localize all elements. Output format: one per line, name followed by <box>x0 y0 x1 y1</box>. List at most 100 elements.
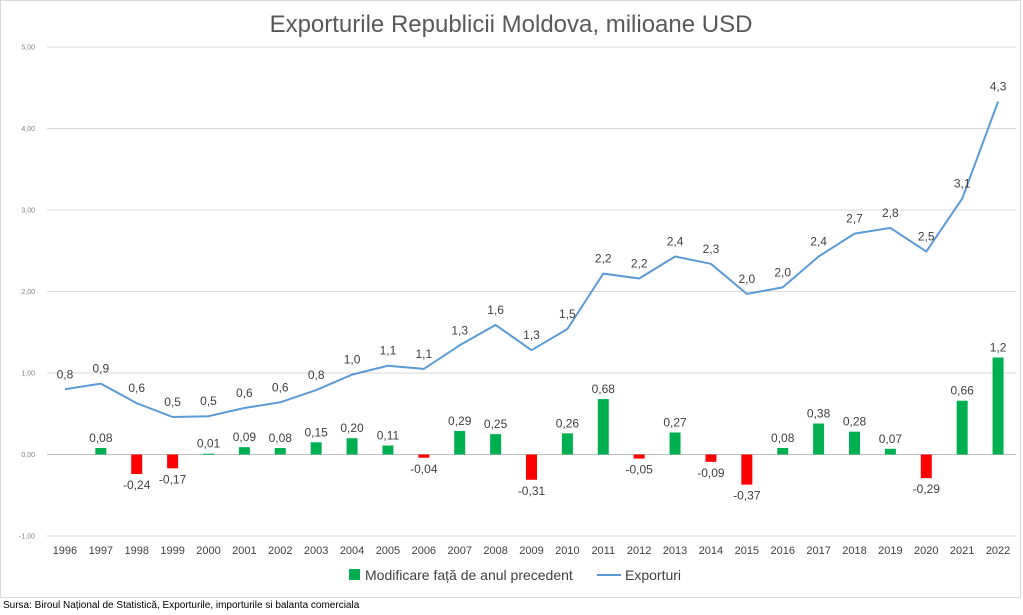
line-label: 2,4 <box>810 234 827 248</box>
line-label: 2,2 <box>631 256 648 270</box>
bar <box>705 454 717 462</box>
bar-label: -0,29 <box>913 482 941 496</box>
bar <box>884 448 896 455</box>
bar <box>920 454 932 479</box>
bar <box>741 454 753 485</box>
bar <box>346 438 358 455</box>
x-tick-label: 1997 <box>89 545 113 557</box>
bar-label: 0,68 <box>592 382 616 396</box>
x-tick-label: 2015 <box>735 545 759 557</box>
x-tick-label: 2017 <box>806 545 830 557</box>
y-tick-label: 3,00 <box>21 208 35 215</box>
line-label: 2,2 <box>595 252 612 266</box>
legend-swatch-modificare <box>349 569 360 580</box>
bar <box>597 399 609 455</box>
bar-label: 0,27 <box>663 415 687 429</box>
line-label: 2,5 <box>918 230 935 244</box>
y-axis-ticks: -1,00 0,00 1,00 2,00 3,00 4,00 5,00 <box>19 45 35 541</box>
legend-label-modificare: Modificare față de anul precedent <box>365 567 573 583</box>
chart-title: Exporturile Republicii Moldova, milioane… <box>270 11 753 38</box>
line-label: 0,6 <box>128 381 145 395</box>
x-tick-label: 2012 <box>627 545 651 557</box>
line-label: 0,6 <box>236 386 253 400</box>
bar <box>777 447 789 455</box>
line-label: 4,3 <box>990 80 1007 94</box>
bar-label: -0,04 <box>410 462 438 476</box>
x-tick-label: 2014 <box>699 545 723 557</box>
bar-label: 0,09 <box>233 430 257 444</box>
bar-label: -0,09 <box>697 466 725 480</box>
bar <box>310 442 322 455</box>
bar-label: 0,01 <box>197 437 221 451</box>
legend: Modificare față de anul precedent Export… <box>349 567 681 583</box>
x-tick-label: 2022 <box>986 545 1010 557</box>
line-series <box>64 101 1000 418</box>
bar-label: -0,37 <box>733 489 761 503</box>
line-label: 0,9 <box>92 362 109 376</box>
bar <box>813 423 825 455</box>
line-label: 1,1 <box>415 347 432 361</box>
y-tick-label: -1,00 <box>19 534 35 541</box>
bar <box>956 400 968 455</box>
bar-label: -0,05 <box>625 463 653 477</box>
bar <box>274 447 286 455</box>
line-label: 1,1 <box>380 344 397 358</box>
line-label: 2,0 <box>774 265 791 279</box>
x-tick-label: 2008 <box>483 545 507 557</box>
bar-label: 0,08 <box>89 431 113 445</box>
x-tick-label: 2019 <box>878 545 902 557</box>
bar <box>382 445 394 455</box>
bar-label: 0,29 <box>448 414 472 428</box>
line-label: 1,3 <box>451 323 468 337</box>
bar-label: 1,2 <box>990 341 1007 355</box>
bar-label: 0,25 <box>484 417 508 431</box>
bar <box>95 447 107 455</box>
bar-label: 0,15 <box>304 425 328 439</box>
bar <box>418 454 430 458</box>
bar <box>131 454 143 475</box>
x-tick-label: 2020 <box>914 545 938 557</box>
line-label: 0,5 <box>164 395 181 409</box>
x-tick-label: 1996 <box>53 545 77 557</box>
bar-series <box>95 357 1004 485</box>
bar-data-labels: 0,08 -0,24 -0,17 0,01 0,09 0,08 0,15 0,20 0,11 -0… <box>89 341 1007 503</box>
line-label: 2,8 <box>882 206 899 220</box>
x-tick-label: 2006 <box>412 545 436 557</box>
line-label: 3,1 <box>954 177 971 191</box>
line-label: 1,0 <box>344 353 361 367</box>
x-tick-label: 2005 <box>376 545 400 557</box>
bar-label: 0,66 <box>950 384 974 398</box>
bar <box>992 357 1004 455</box>
line-label: 2,7 <box>846 212 863 226</box>
bar-label: 0,20 <box>340 421 364 435</box>
export-line <box>64 101 1000 418</box>
bar-label: -0,24 <box>123 478 151 492</box>
y-tick-label: 1,00 <box>21 371 35 378</box>
bar <box>669 432 681 455</box>
y-tick-label: 0,00 <box>21 452 35 459</box>
chart-area: Exporturile Republicii Moldova, milioane… <box>0 0 1021 598</box>
bar-label: -0,17 <box>159 472 187 486</box>
x-tick-label: 2009 <box>519 545 543 557</box>
bar <box>849 431 860 455</box>
line-label: 2,4 <box>667 234 684 248</box>
bar <box>490 434 502 455</box>
x-tick-label: 2004 <box>340 545 364 557</box>
legend-label-exporturi: Exporturi <box>625 567 681 583</box>
line-label: 0,5 <box>200 394 217 408</box>
line-label: 0,6 <box>272 380 289 394</box>
bar <box>203 453 214 455</box>
bar-label: 0,26 <box>556 416 580 430</box>
bar-label: 0,07 <box>879 432 903 446</box>
bar <box>454 430 466 455</box>
x-tick-label: 2011 <box>591 545 615 557</box>
bar-label: 0,11 <box>377 429 400 443</box>
line-data-labels: 0,8 0,9 0,6 0,5 0,5 0,6 0,6 0,8 1,0 1,1 1,1 1,3 1,6 1… <box>57 80 1007 409</box>
x-tick-label: 2021 <box>950 545 974 557</box>
bar <box>167 454 179 469</box>
line-label: 2,0 <box>738 272 755 286</box>
x-tick-label: 2016 <box>770 545 794 557</box>
bar-label: 0,38 <box>807 407 831 421</box>
x-tick-label: 2013 <box>663 545 687 557</box>
x-tick-label: 2007 <box>447 545 471 557</box>
